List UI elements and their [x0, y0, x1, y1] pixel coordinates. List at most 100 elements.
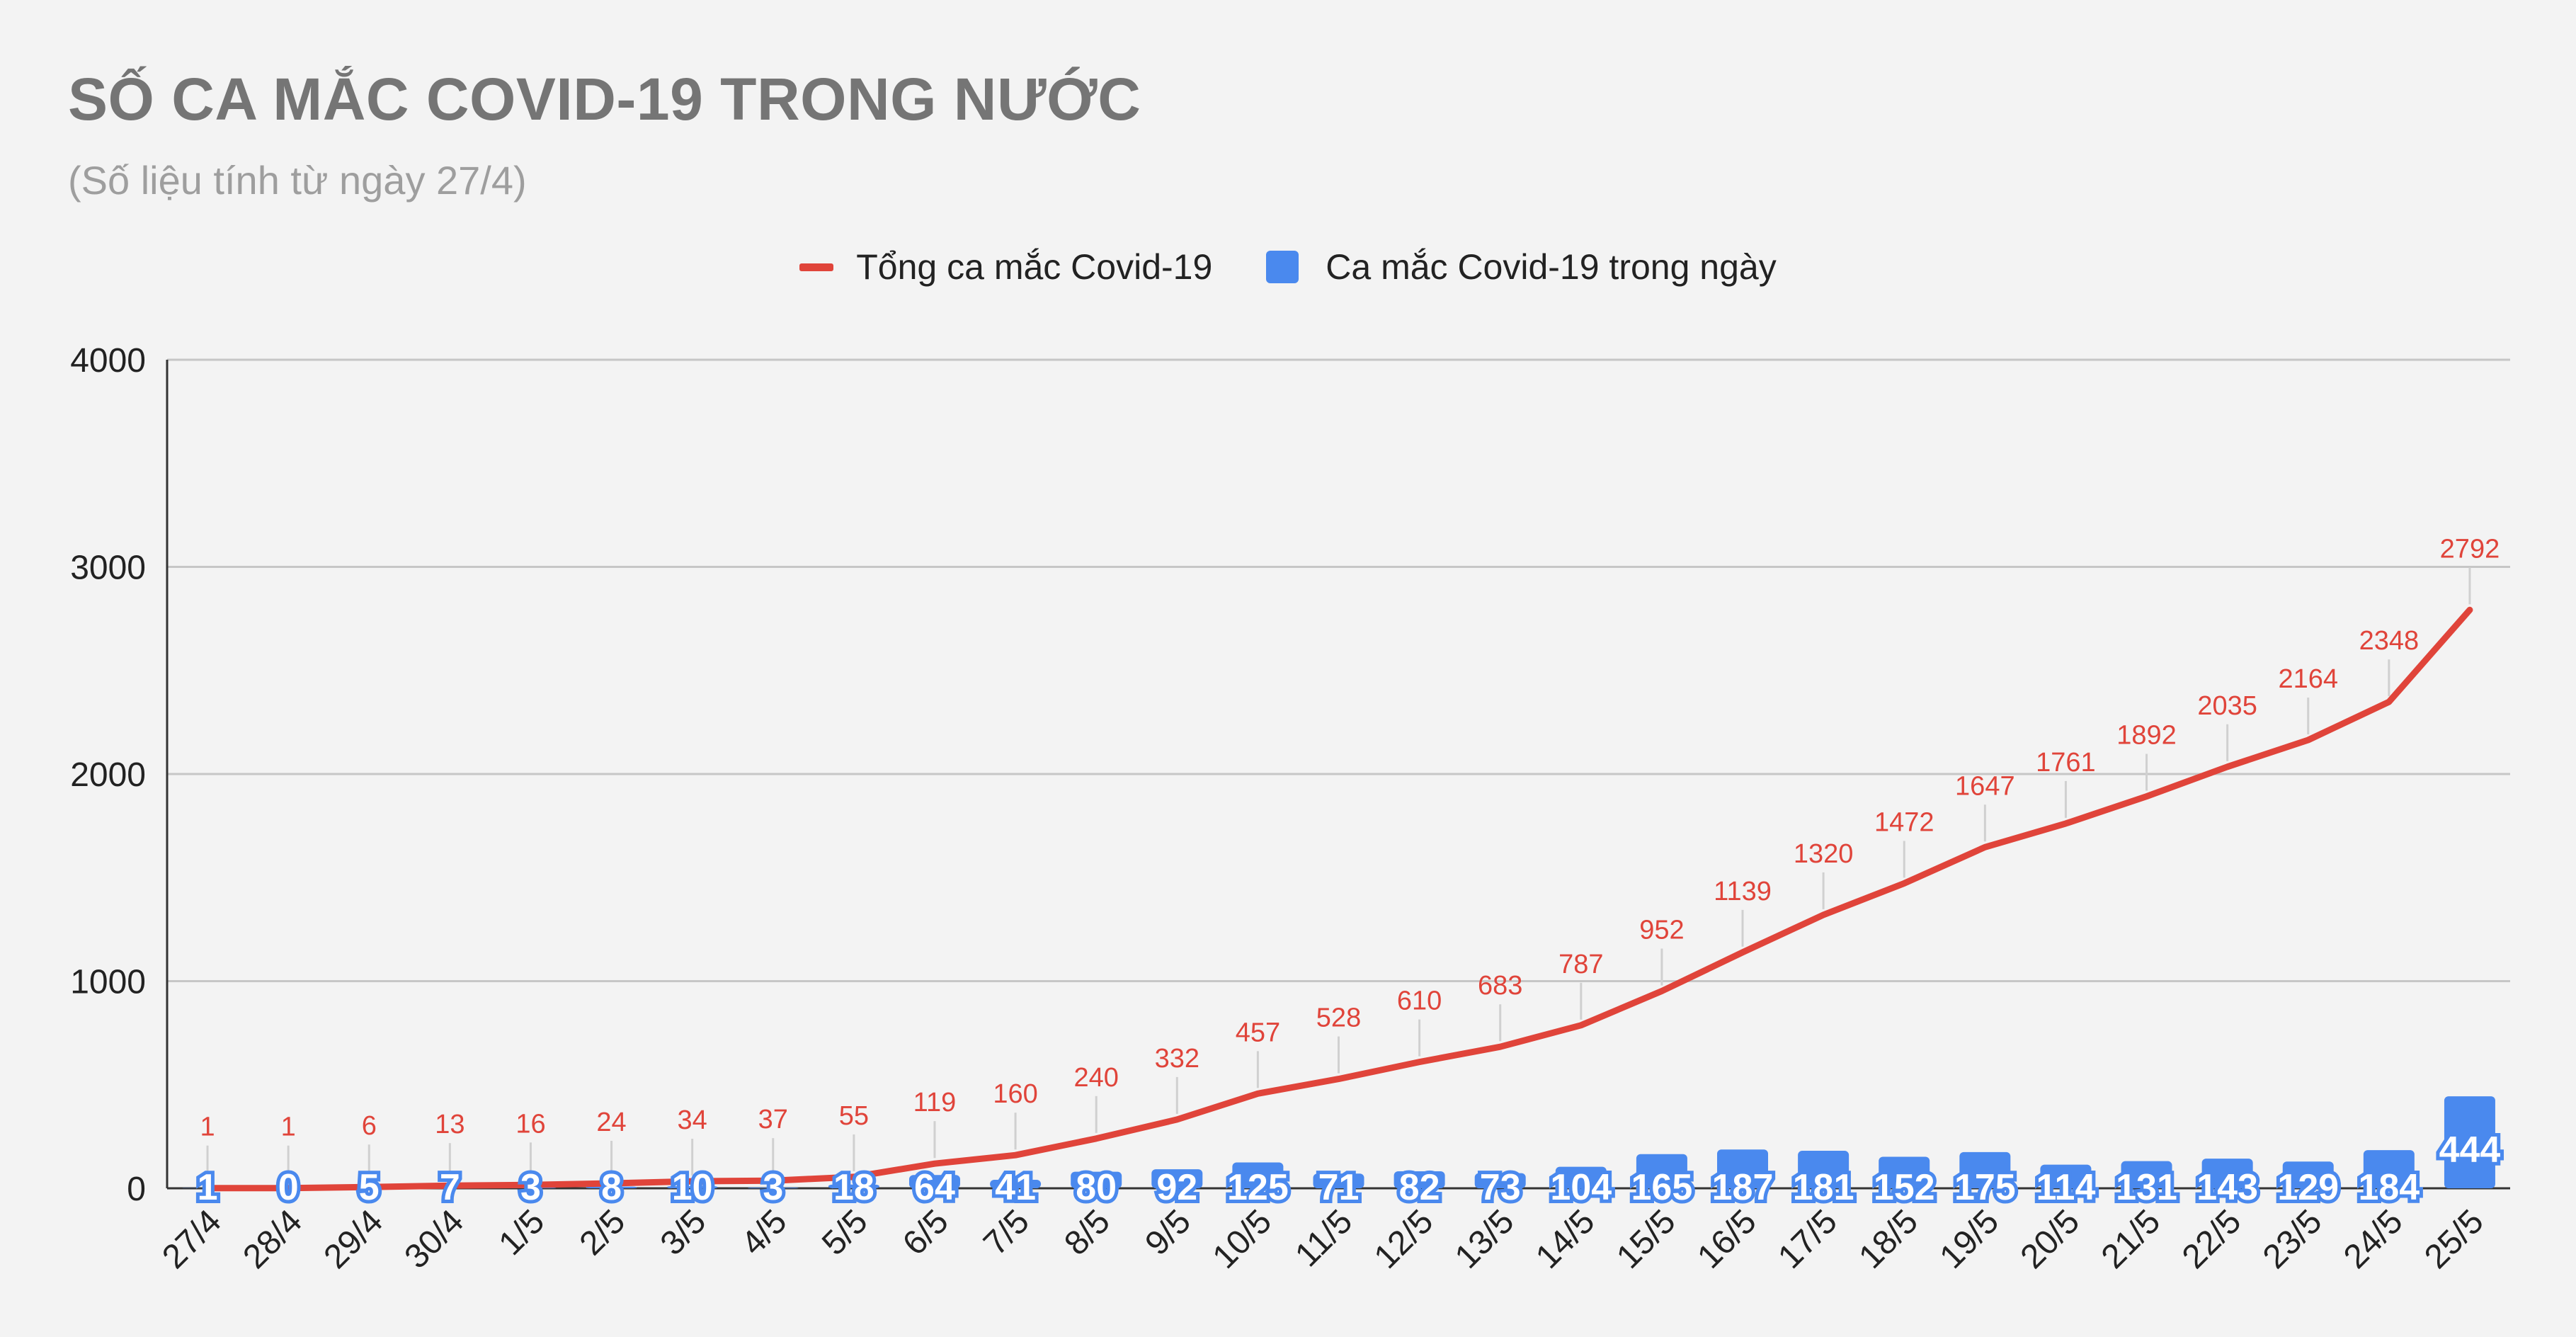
daily-bar: [2121, 1161, 2172, 1188]
legend-item-daily[interactable]: Ca mắc Covid-19 trong ngày: [1266, 246, 1777, 288]
daily-bar: [586, 1186, 637, 1188]
daily-bar: [2040, 1164, 2092, 1188]
total-point: [1095, 1137, 1098, 1139]
total-point: [691, 1180, 693, 1183]
total-data-label: 160: [993, 1079, 1037, 1109]
total-point: [1823, 914, 1825, 916]
daily-bar: [1717, 1149, 1769, 1188]
total-point: [530, 1184, 532, 1186]
daily-data-label: 73: [1480, 1167, 1521, 1208]
daily-bar: [990, 1180, 1042, 1188]
total-data-label: 2792: [2440, 534, 2500, 564]
daily-bar: [666, 1186, 718, 1188]
daily-data-label: 3: [763, 1167, 783, 1208]
x-tick-label: 3/5: [654, 1202, 714, 1263]
x-tick-label: 18/5: [1852, 1202, 1925, 1276]
total-point: [2226, 766, 2228, 768]
daily-bar: [1232, 1162, 1284, 1188]
x-tick-label: 21/5: [2095, 1202, 2168, 1276]
x-tick-label: 6/5: [896, 1202, 956, 1263]
total-point: [610, 1182, 612, 1184]
chart-title: SỐ CA MẮC COVID-19 TRONG NƯỚC: [68, 66, 1141, 132]
total-point: [1903, 882, 1905, 884]
x-tick-label: 16/5: [1690, 1202, 1764, 1276]
x-tick-label: 5/5: [815, 1202, 875, 1263]
total-point: [853, 1176, 855, 1178]
daily-bar: [908, 1175, 960, 1188]
x-tick-label: 28/4: [236, 1202, 309, 1276]
daily-data-label: 444: [2439, 1130, 2501, 1171]
total-data-label: 2164: [2278, 664, 2338, 694]
y-tick-label: 3000: [70, 550, 146, 587]
daily-data-label: 129: [2277, 1167, 2339, 1208]
x-tick-label: 20/5: [2014, 1202, 2087, 1276]
daily-bar: [1394, 1171, 1445, 1188]
x-tick-label: 10/5: [1206, 1202, 1280, 1276]
daily-data-label: 0: [278, 1167, 299, 1208]
total-point: [1015, 1154, 1017, 1156]
total-data-label: 1: [200, 1113, 215, 1142]
daily-data-label: 143: [2196, 1167, 2258, 1208]
total-data-label: 37: [758, 1105, 788, 1134]
total-data-label: 952: [1639, 916, 1684, 945]
daily-bar: [1959, 1151, 2011, 1188]
daily-data-label: 152: [1874, 1167, 1935, 1208]
daily-bar: [1798, 1151, 1850, 1188]
total-data-label: 55: [839, 1101, 869, 1131]
total-point: [933, 1163, 935, 1165]
legend-line-swatch: [799, 263, 834, 271]
daily-data-label: 80: [1076, 1167, 1117, 1208]
chart-subtitle: (Số liệu tính từ ngày 27/4): [68, 158, 527, 203]
daily-data-label: 114: [2036, 1167, 2095, 1208]
daily-data-label: 165: [1631, 1167, 1693, 1208]
total-data-label: 1139: [1714, 877, 1772, 906]
daily-bar: [1636, 1154, 1687, 1188]
x-tick-label: 19/5: [1933, 1202, 2007, 1276]
legend-item-total[interactable]: Tổng ca mắc Covid-19: [799, 246, 1212, 288]
total-point: [207, 1187, 209, 1189]
total-point: [1580, 1024, 1582, 1026]
x-tick-label: 14/5: [1529, 1202, 1602, 1276]
daily-data-label: 175: [1954, 1167, 2016, 1208]
daily-data-label: 8: [601, 1167, 622, 1208]
total-data-label: 787: [1558, 950, 1603, 979]
daily-data-label: 3: [520, 1167, 541, 1208]
x-tick-label: 4/5: [734, 1202, 794, 1263]
daily-bar: [1555, 1166, 1607, 1188]
total-data-label: 332: [1155, 1044, 1199, 1074]
total-data-label: 1472: [1874, 807, 1934, 837]
daily-data-label: 5: [359, 1167, 380, 1208]
daily-bar: [1313, 1173, 1364, 1188]
total-point: [2307, 739, 2309, 741]
total-point: [1499, 1046, 1501, 1048]
total-point: [2145, 795, 2148, 797]
y-tick-label: 2000: [70, 756, 146, 794]
total-point: [1660, 990, 1663, 992]
daily-bar: [2282, 1161, 2334, 1188]
total-point: [1257, 1093, 1259, 1095]
x-tick-label: 8/5: [1057, 1202, 1117, 1263]
daily-bar: [1879, 1156, 1930, 1188]
x-tick-label: 2/5: [573, 1202, 633, 1263]
x-tick-label: 23/5: [2256, 1202, 2330, 1276]
daily-bar: [2201, 1159, 2253, 1188]
total-data-label: 24: [596, 1108, 626, 1137]
x-tick-label: 12/5: [1367, 1202, 1441, 1276]
total-data-label: 13: [435, 1110, 465, 1139]
x-tick-label: 27/4: [155, 1202, 229, 1276]
total-data-label: 2035: [2197, 691, 2257, 721]
daily-data-label: 184: [2358, 1167, 2420, 1208]
daily-bar: [1071, 1171, 1122, 1188]
total-point: [449, 1185, 451, 1187]
total-data-label: 6: [362, 1111, 377, 1141]
daily-data-label: 131: [2116, 1167, 2177, 1208]
x-tick-label: 22/5: [2175, 1202, 2249, 1276]
total-data-label: 683: [1478, 971, 1522, 1001]
daily-bar: [1151, 1169, 1203, 1188]
total-data-label: 457: [1236, 1018, 1280, 1047]
total-data-label: 1892: [2116, 721, 2177, 751]
daily-data-label: 92: [1156, 1167, 1197, 1208]
legend-total-label: Tổng ca mắc Covid-19: [856, 247, 1213, 287]
total-data-label: 610: [1397, 986, 1442, 1016]
